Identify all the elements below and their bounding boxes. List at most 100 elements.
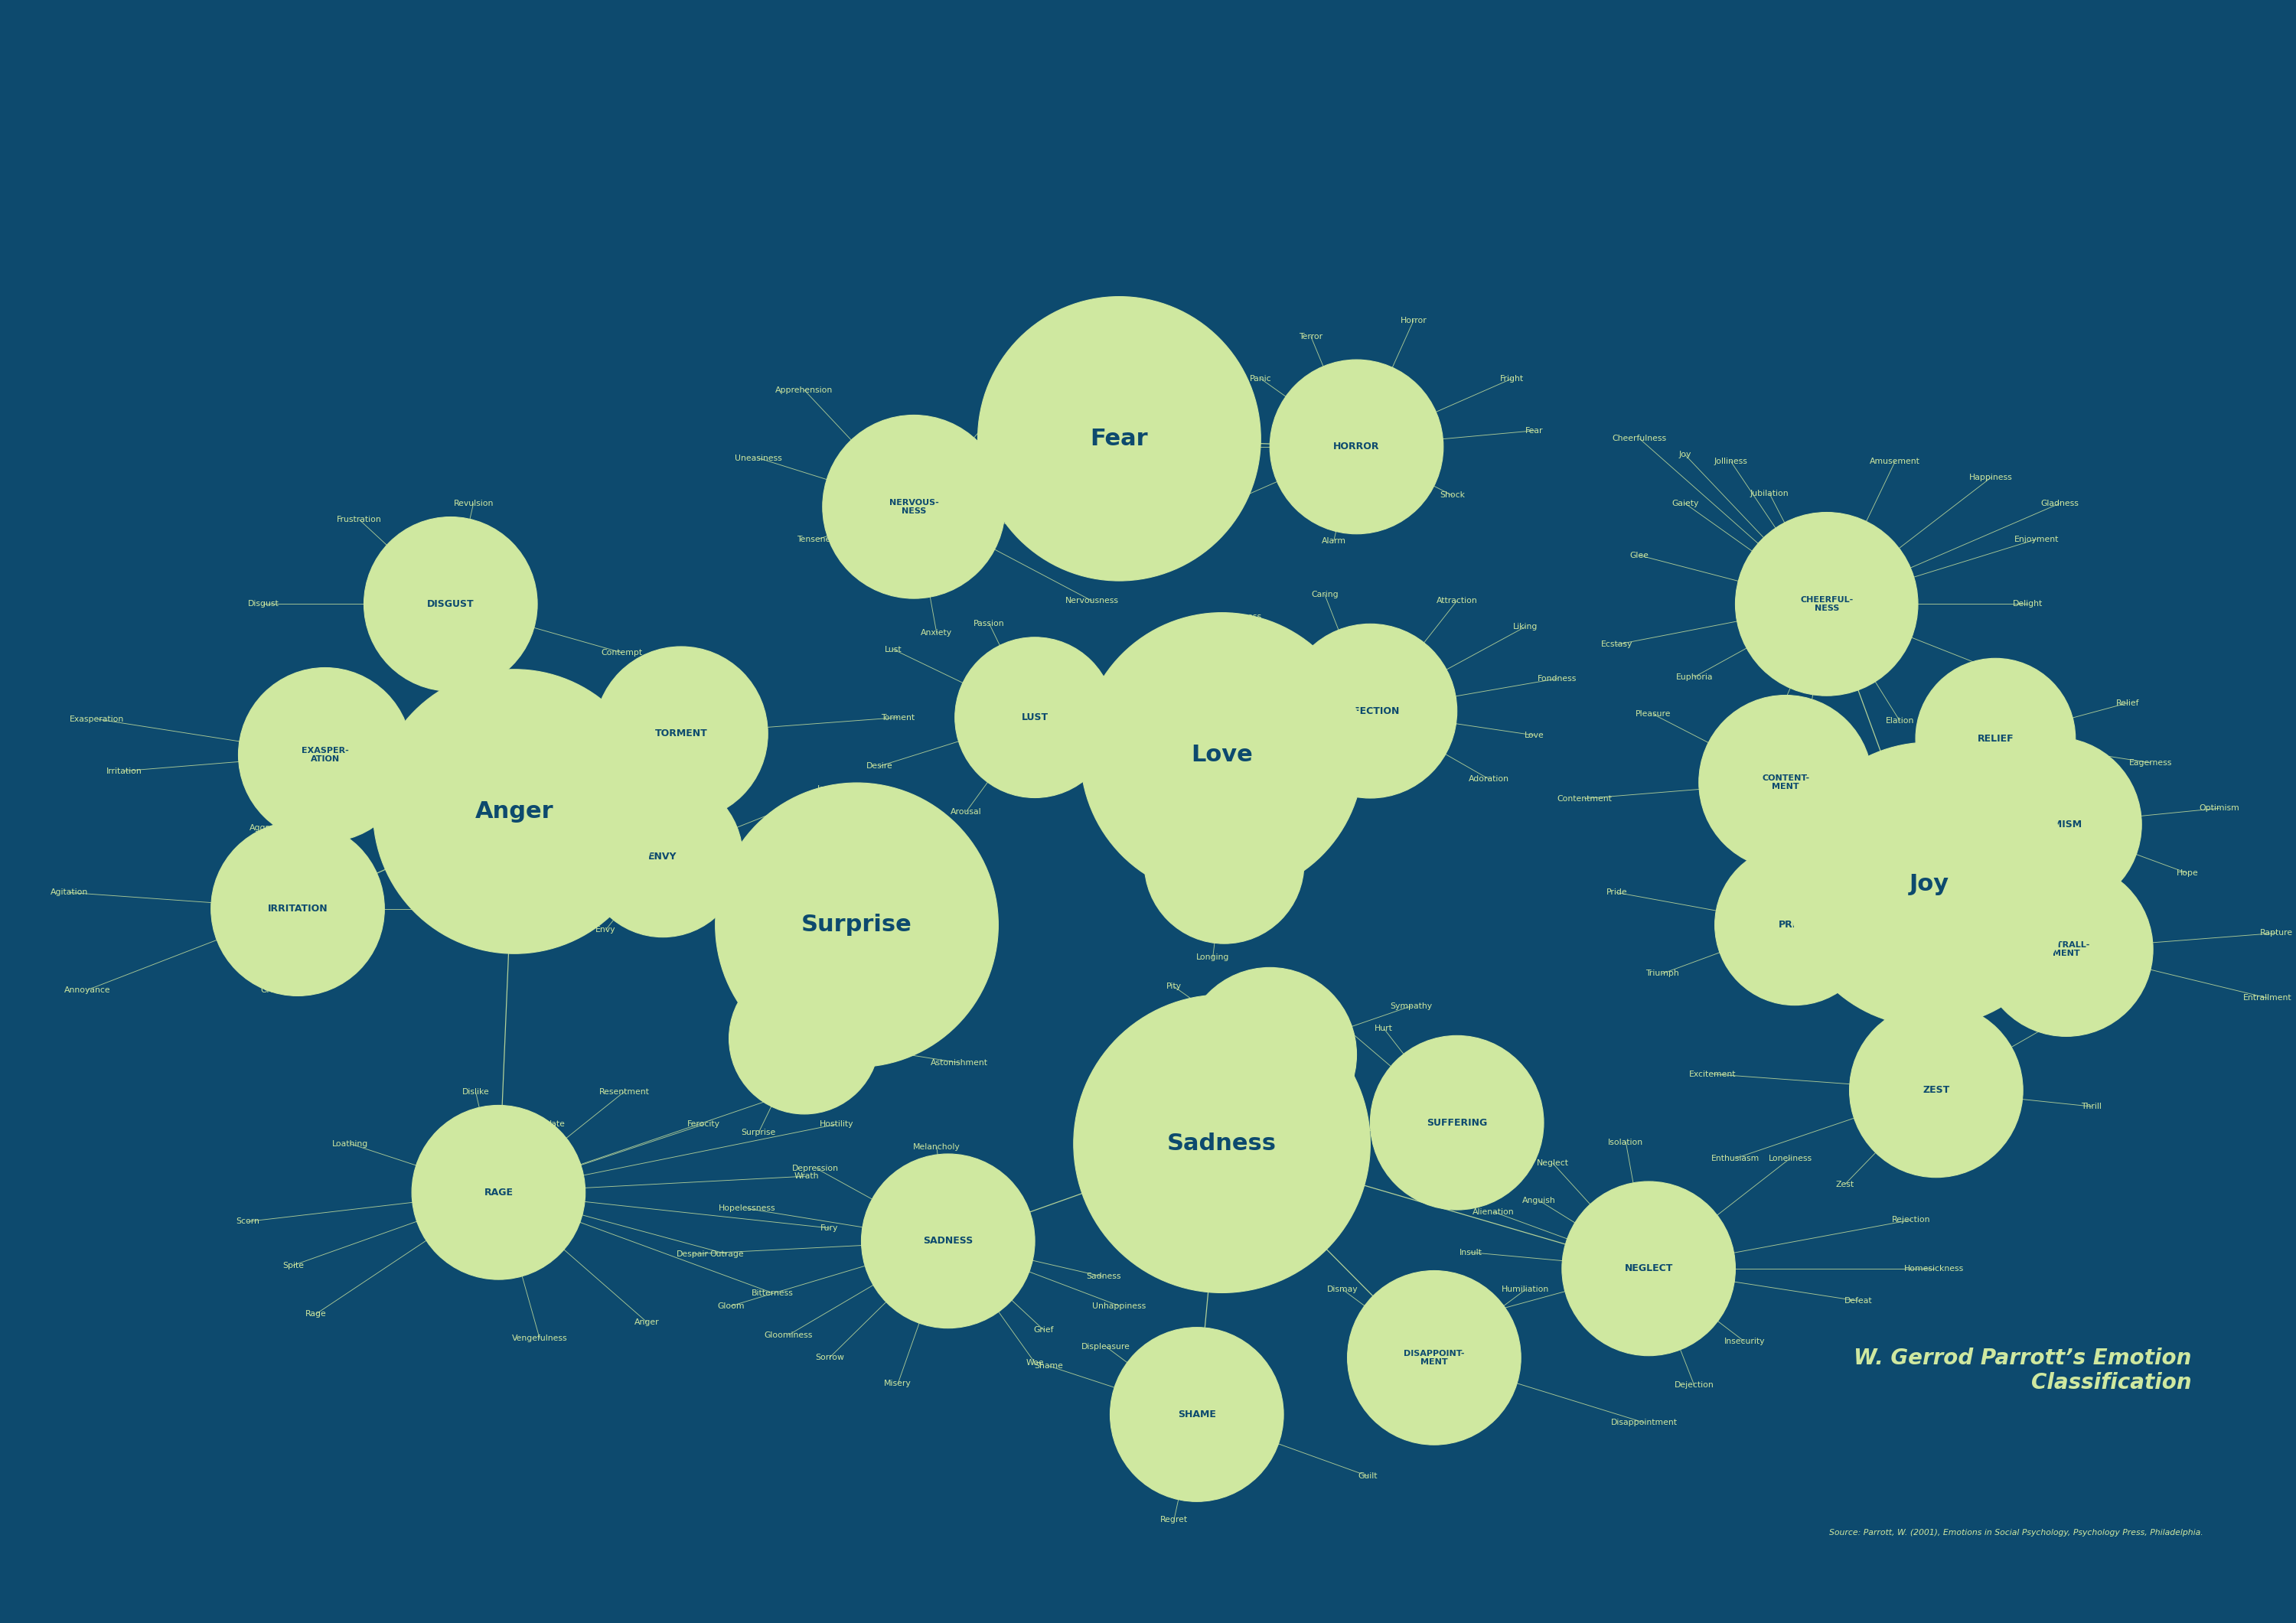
Text: Euphoria: Euphoria (1676, 674, 1713, 680)
Text: Astonishment: Astonishment (930, 1058, 987, 1066)
Text: Enthusiasm: Enthusiasm (1711, 1154, 1759, 1162)
Text: Arousal: Arousal (951, 808, 983, 815)
Text: Rapture: Rapture (2259, 930, 2294, 936)
Text: Regret: Regret (1159, 1516, 1187, 1524)
Text: SURPRISE: SURPRISE (778, 1034, 831, 1044)
Ellipse shape (1979, 862, 2154, 1037)
Ellipse shape (1915, 659, 2076, 818)
Text: Distress: Distress (994, 435, 1026, 443)
Text: Pride: Pride (1607, 889, 1628, 896)
Ellipse shape (1371, 1035, 1543, 1209)
Text: Grief: Grief (1033, 1326, 1054, 1334)
Text: Happiness: Happiness (1970, 474, 2014, 482)
Text: Envy: Envy (595, 927, 615, 933)
Text: Irritation: Irritation (106, 768, 142, 774)
Ellipse shape (1736, 513, 1917, 696)
Ellipse shape (1109, 1328, 1283, 1501)
Text: Revulsion: Revulsion (452, 500, 494, 508)
Text: Outrage: Outrage (709, 1250, 744, 1258)
Text: Fear: Fear (1091, 427, 1148, 450)
Ellipse shape (583, 777, 742, 936)
Text: Zeal: Zeal (1869, 1008, 1887, 1016)
Text: Elation: Elation (1885, 717, 1915, 724)
Text: SYMPATHY: SYMPATHY (1242, 1050, 1300, 1060)
Ellipse shape (411, 1105, 585, 1279)
Ellipse shape (1561, 1182, 1736, 1355)
Text: Fear: Fear (1525, 427, 1543, 435)
Ellipse shape (595, 646, 767, 821)
Ellipse shape (955, 638, 1114, 799)
Text: Isolation: Isolation (1607, 1138, 1644, 1146)
Text: Aggravation: Aggravation (250, 824, 301, 831)
Text: Agitation: Agitation (51, 889, 87, 896)
Text: Shock: Shock (1440, 492, 1465, 500)
Text: Anguish: Anguish (1522, 1196, 1557, 1204)
Text: Loneliness: Loneliness (1768, 1154, 1812, 1162)
Text: Fright: Fright (1499, 375, 1525, 383)
Ellipse shape (1182, 967, 1357, 1141)
Text: Defeat: Defeat (1844, 1297, 1874, 1305)
Text: Dread: Dread (1033, 527, 1058, 536)
Text: Enjoyment: Enjoyment (2014, 536, 2060, 544)
Text: Hysteria: Hysteria (1185, 443, 1219, 451)
Text: Amusement: Amusement (1869, 458, 1919, 466)
Text: Compassion: Compassion (1157, 667, 1208, 674)
Text: Horror: Horror (1401, 316, 1426, 325)
Text: Adoration: Adoration (1469, 776, 1508, 782)
Text: Gaiety: Gaiety (1671, 500, 1699, 508)
Text: Ecstasy: Ecstasy (1600, 641, 1632, 648)
Text: Bitterness: Bitterness (751, 1289, 794, 1297)
Text: Scorn: Scorn (236, 1217, 259, 1225)
Text: Disgust: Disgust (248, 601, 280, 609)
Text: Surprise: Surprise (742, 1128, 776, 1136)
Text: Melancholy: Melancholy (914, 1143, 960, 1151)
Text: Insult: Insult (1460, 1248, 1483, 1256)
Text: Sentimentality: Sentimentality (1153, 748, 1215, 755)
Text: Dismay: Dismay (1327, 1285, 1359, 1294)
Text: HORROR: HORROR (1334, 441, 1380, 451)
Text: Jolliness: Jolliness (1715, 458, 1747, 466)
Ellipse shape (363, 516, 537, 691)
Text: Grumpiness: Grumpiness (473, 906, 523, 912)
Text: Sadness: Sadness (1086, 1272, 1120, 1281)
Text: Uneasiness: Uneasiness (735, 454, 783, 463)
Text: Grouchiness: Grouchiness (262, 985, 312, 993)
Text: SADNESS: SADNESS (923, 1237, 974, 1246)
Text: Anxiety: Anxiety (921, 630, 953, 638)
Text: Apprehension: Apprehension (776, 386, 833, 394)
Text: Gloom: Gloom (719, 1302, 744, 1310)
Text: Embarrassment: Embarrassment (1437, 1313, 1504, 1321)
Text: Passion: Passion (974, 620, 1006, 628)
Text: Frustration: Frustration (338, 516, 381, 524)
Ellipse shape (1348, 1271, 1520, 1444)
Text: Hurt: Hurt (1375, 1024, 1394, 1032)
Text: LUST: LUST (1022, 712, 1049, 722)
Text: Satisfaction: Satisfaction (1779, 750, 1828, 756)
Text: Dejection: Dejection (1674, 1381, 1715, 1389)
Ellipse shape (1789, 742, 2071, 1027)
Text: Terror: Terror (1300, 333, 1322, 341)
Text: Humiliation: Humiliation (1502, 1285, 1550, 1294)
Text: Disappointment: Disappointment (1612, 1419, 1678, 1427)
Text: CHEERFUL-
NESS: CHEERFUL- NESS (1800, 596, 1853, 612)
Text: Glee: Glee (1630, 552, 1649, 560)
Text: Displeasure: Displeasure (1081, 1342, 1130, 1350)
Text: Contempt: Contempt (602, 649, 643, 656)
Text: Rage: Rage (305, 1310, 326, 1318)
Text: Delight: Delight (2011, 601, 2043, 609)
Text: Optimism: Optimism (2200, 805, 2239, 812)
Text: IRRITATION: IRRITATION (269, 904, 328, 914)
Text: Love: Love (1192, 743, 1254, 766)
Text: Ferocity: Ferocity (687, 1120, 721, 1128)
Text: Bliss: Bliss (1773, 706, 1791, 712)
Text: NERVOUS-
NESS: NERVOUS- NESS (889, 498, 939, 514)
Text: Pity: Pity (1166, 984, 1182, 990)
Text: PRIDE: PRIDE (1779, 920, 1812, 930)
Ellipse shape (372, 669, 657, 954)
Text: Desire: Desire (866, 763, 893, 769)
Text: RAGE: RAGE (484, 1188, 512, 1198)
Text: Depression: Depression (792, 1164, 838, 1172)
Text: Tenseness: Tenseness (797, 536, 840, 544)
Text: Lust: Lust (884, 646, 902, 652)
Text: Spite: Spite (282, 1261, 303, 1269)
